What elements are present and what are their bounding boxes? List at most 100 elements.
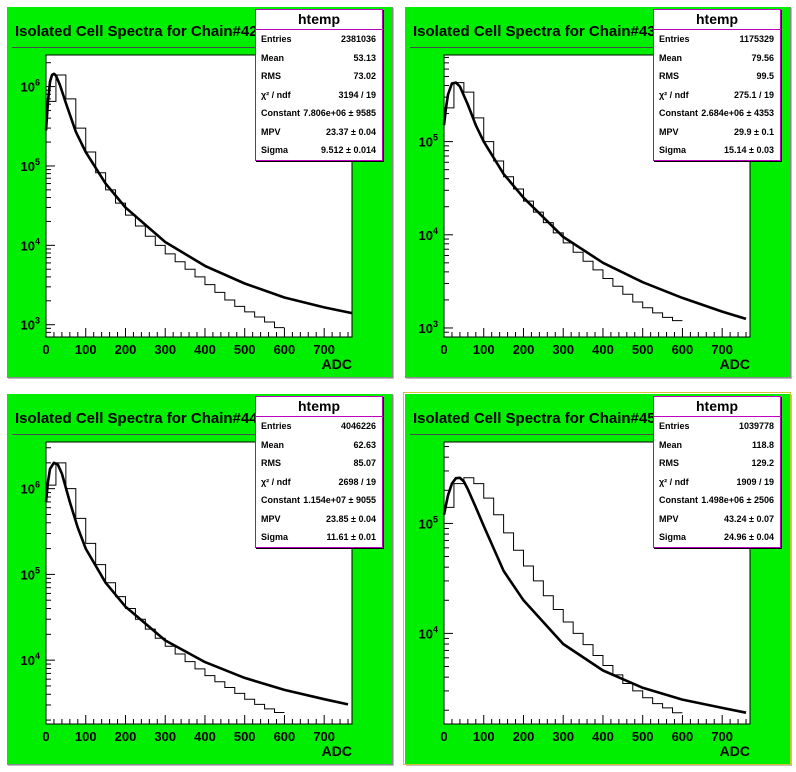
x-tick-label: 600 — [672, 342, 694, 357]
stats-label: Entries — [261, 34, 292, 44]
x-tick-label: 0 — [42, 342, 49, 357]
stats-value: 2.684e+06 ± 4353 — [701, 108, 774, 118]
x-tick-label: 300 — [552, 729, 574, 744]
stats-row: Entries 2381036 — [256, 30, 382, 49]
y-tick-label: 105 — [21, 565, 40, 582]
stats-row: Sigma 11.61 ± 0.01 — [256, 528, 382, 547]
stats-label: Constant — [261, 108, 300, 118]
stats-box[interactable]: htemp Entries 2381036 Mean 53.13 RMS 73.02 χ² /… — [255, 9, 383, 161]
stats-label: Mean — [659, 439, 683, 450]
stats-label: Constant — [261, 495, 300, 505]
stats-row: MPV 23.85 ± 0.04 — [256, 510, 382, 529]
stats-value: 99.5 — [756, 71, 774, 81]
x-tick-label: 200 — [513, 342, 535, 357]
x-tick-label: 200 — [115, 729, 137, 744]
stats-row: Sigma 9.512 ± 0.014 — [256, 141, 382, 160]
x-axis-title: ADC — [322, 356, 352, 372]
x-tick-label: 700 — [313, 342, 335, 357]
stats-row: Sigma 15.14 ± 0.03 — [654, 141, 780, 160]
x-tick-label: 0 — [440, 342, 447, 357]
y-tick-label: 104 — [21, 236, 40, 253]
stats-value: 24.96 ± 0.04 — [724, 532, 774, 542]
stats-row: χ² / ndf 3194 / 19 — [256, 86, 382, 105]
stats-value: 79.56 — [751, 52, 774, 63]
x-tick-label: 300 — [154, 729, 176, 744]
stats-value: 23.85 ± 0.04 — [326, 513, 376, 524]
x-tick-label: 200 — [513, 729, 535, 744]
fit-curve — [442, 476, 747, 714]
stats-row: RMS 73.02 — [256, 67, 382, 86]
histogram-steps — [46, 462, 285, 714]
stats-label: RMS — [659, 458, 679, 468]
x-tick-label: 600 — [274, 729, 296, 744]
stats-row: χ² / ndf 1909 / 19 — [654, 473, 780, 492]
stats-label: Sigma — [261, 145, 289, 155]
x-tick-label: 100 — [75, 342, 97, 357]
stats-value: 1175329 — [739, 34, 774, 44]
stats-histogram-name: htemp — [256, 10, 382, 30]
x-tick-label: 600 — [274, 342, 296, 357]
stats-box[interactable]: htemp Entries 1175329 Mean 79.56 RMS 99.5 χ² / … — [653, 9, 781, 161]
fit-curve — [44, 461, 349, 706]
stats-value: 1.154e+07 ± 9055 — [303, 495, 376, 505]
stats-label: χ² / ndf — [261, 89, 291, 100]
stats-row: RMS 99.5 — [654, 67, 780, 86]
stats-row: Sigma 24.96 ± 0.04 — [654, 528, 780, 547]
stats-value: 1909 / 19 — [736, 476, 774, 487]
x-tick-label: 700 — [313, 729, 335, 744]
stats-label: RMS — [261, 458, 281, 468]
y-tick-label: 103 — [419, 319, 438, 336]
fit-curve — [442, 81, 747, 321]
x-tick-label: 100 — [473, 729, 495, 744]
stats-label: χ² / ndf — [659, 89, 689, 100]
x-tick-label: 400 — [194, 342, 216, 357]
stats-box[interactable]: htemp Entries 1039778 Mean 118.8 RMS 129.2 χ² /… — [653, 396, 781, 548]
stats-row: Mean 62.63 — [256, 436, 382, 455]
x-tick-label: 400 — [592, 342, 614, 357]
stats-value: 62.63 — [353, 439, 376, 450]
y-tick-label: 106 — [21, 480, 40, 497]
stats-box[interactable]: htemp Entries 4046226 Mean 62.63 RMS 85.07 χ² /… — [255, 396, 383, 548]
stats-row: Constant 7.806e+06 ± 9585 — [256, 104, 382, 123]
x-tick-label: 0 — [440, 729, 447, 744]
stats-label: Mean — [659, 52, 683, 63]
stats-label: MPV — [659, 126, 679, 137]
stats-value: 118.8 — [751, 439, 774, 450]
stats-value: 29.9 ± 0.1 — [734, 126, 774, 137]
x-tick-label: 500 — [234, 342, 256, 357]
y-tick-label: 105 — [21, 157, 40, 174]
stats-label: Sigma — [659, 532, 687, 542]
stats-histogram-name: htemp — [256, 397, 382, 417]
x-tick-label: 0 — [42, 729, 49, 744]
stats-value: 53.13 — [353, 52, 376, 63]
x-axis-title: ADC — [720, 356, 750, 372]
y-tick-label: 105 — [419, 514, 438, 531]
chart-title: Isolated Cell Spectra for Chain#43 — [410, 17, 661, 48]
x-tick-label: 200 — [115, 342, 137, 357]
fit-curve — [44, 72, 353, 315]
chart-title: Isolated Cell Spectra for Chain#44 — [12, 404, 263, 435]
stats-value: 9.512 ± 0.014 — [321, 145, 376, 155]
stats-row: Mean 53.13 — [256, 49, 382, 68]
stats-value: 1.498e+06 ± 2506 — [701, 495, 774, 505]
y-tick-label: 105 — [419, 133, 438, 150]
stats-value: 3194 / 19 — [338, 89, 376, 100]
stats-value: 11.61 ± 0.01 — [326, 532, 376, 542]
stats-row: Entries 1175329 — [654, 30, 780, 49]
stats-row: Mean 79.56 — [654, 49, 780, 68]
x-tick-label: 700 — [711, 342, 733, 357]
stats-label: MPV — [261, 126, 281, 137]
chart-title: Isolated Cell Spectra for Chain#45 — [410, 404, 661, 435]
stats-value: 2698 / 19 — [338, 476, 376, 487]
x-tick-label: 100 — [75, 729, 97, 744]
stats-label: Sigma — [261, 532, 289, 542]
chart-panel-chain43: 0 100 200 300 400 500 600 700 103 104 105 ADC Isolat… — [404, 6, 790, 377]
stats-row: MPV 23.37 ± 0.04 — [256, 123, 382, 142]
chart-panel-chain45: 0 100 200 300 400 500 600 700 104 105 ADC Isolated … — [403, 392, 791, 765]
y-tick-label: 103 — [21, 316, 40, 333]
x-axis-title: ADC — [322, 743, 352, 759]
x-tick-label: 100 — [473, 342, 495, 357]
stats-label: Mean — [261, 439, 285, 450]
stats-row: χ² / ndf 275.1 / 19 — [654, 86, 780, 105]
stats-histogram-name: htemp — [654, 397, 780, 417]
